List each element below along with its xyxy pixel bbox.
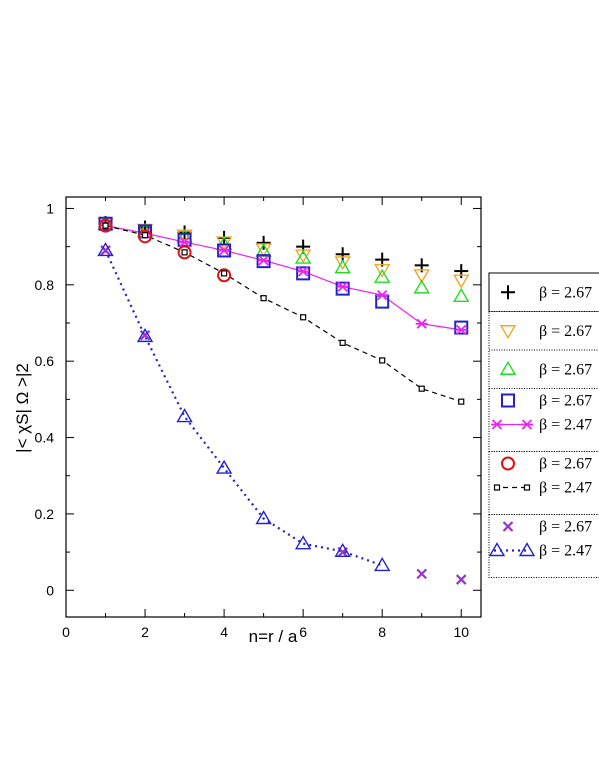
x-tick-label: 4 [220, 624, 228, 640]
data-point-s5 [138, 229, 153, 244]
data-point-s7 [100, 245, 111, 256]
plot-layer: 0 2 4 6 8 10 0 0.2 0.4 0.6 0.8 1 [35, 196, 482, 640]
data-point-s2 [294, 249, 312, 264]
legend-box [488, 388, 599, 452]
x-tick-label: 10 [453, 624, 469, 640]
legend-marker-4 [521, 419, 533, 430]
data-point-s5 [98, 218, 113, 233]
data-point-s2 [413, 279, 430, 294]
x-tick-label: 6 [299, 624, 307, 640]
legend-marker-5 [501, 456, 515, 471]
data-point-s4 [336, 281, 349, 292]
x-axis-label: n=r / a [249, 627, 298, 646]
y-tick-label: 0.6 [35, 353, 55, 369]
plot-frame [65, 196, 482, 618]
legend-marker-4 [491, 419, 503, 430]
legend-label: β = 2.47 [539, 543, 592, 560]
data-point-s0 [454, 264, 469, 279]
legend-marker-3 [501, 393, 515, 408]
data-point-s1 [453, 274, 470, 289]
data-point-s3 [335, 281, 350, 296]
data-point-s6 [260, 295, 267, 302]
legend-label: β = 2.67 [539, 361, 592, 378]
data-point-s8 [294, 535, 312, 550]
legend-label: β = 2.47 [539, 417, 592, 434]
data-point-s8 [215, 459, 233, 474]
data-point-s4 [178, 236, 191, 248]
data-point-s8 [176, 408, 193, 423]
data-point-s5 [177, 245, 192, 260]
data-point-s0 [177, 225, 192, 240]
series-line-4 [105, 225, 462, 331]
data-point-s3 [296, 266, 311, 281]
y-tick-label: 0.2 [35, 506, 55, 522]
x-tick-label: 2 [141, 624, 149, 640]
data-point-s6 [141, 232, 149, 239]
data-point-s6 [458, 398, 465, 405]
data-point-s7 [139, 329, 151, 341]
data-point-s1 [413, 269, 430, 284]
y-tick-label: 0 [46, 582, 54, 598]
series-line-8 [104, 249, 383, 567]
data-point-s8 [255, 510, 272, 525]
legend-marker-8 [488, 542, 506, 557]
data-point-s8 [373, 557, 391, 572]
y-tick-label: 0.8 [35, 277, 55, 293]
data-point-s3 [454, 320, 469, 335]
data-point-s0 [335, 247, 350, 262]
data-point-s6 [220, 270, 228, 277]
y-tick-label: 1 [46, 200, 54, 216]
legend-label: β = 2.67 [539, 456, 592, 473]
data-point-s2 [373, 268, 391, 283]
legend-label: β = 2.47 [539, 480, 592, 497]
legend: β = 2.67 β = 2.67 β = 2.67 β = 2.67 β = 2.47… [488, 272, 599, 578]
data-point-s6 [339, 339, 346, 346]
data-point-s4 [297, 266, 310, 277]
data-point-s3 [375, 294, 390, 309]
legend-label: β = 2.67 [539, 284, 592, 301]
data-point-s2 [334, 259, 351, 274]
data-point-s6 [418, 385, 425, 392]
y-tick-label: 0.4 [35, 430, 55, 446]
legend-label: β = 2.67 [539, 323, 592, 340]
data-point-s6 [379, 357, 386, 364]
data-point-s5 [217, 268, 232, 283]
data-point-s6 [102, 222, 109, 229]
legend-marker-0 [501, 285, 515, 300]
legend-marker-6 [493, 484, 501, 491]
data-point-s1 [334, 256, 351, 271]
legend-box [488, 311, 599, 351]
legend-box [488, 349, 599, 389]
data-point-s8 [334, 542, 351, 558]
data-point-s0 [256, 235, 271, 250]
data-point-s8 [97, 242, 114, 257]
data-point-s4 [218, 245, 231, 256]
legend-label: β = 2.67 [539, 393, 592, 410]
data-point-s8 [136, 327, 154, 343]
data-point-s6 [181, 249, 188, 256]
x-tick-label: 8 [378, 624, 386, 640]
legend-box [488, 451, 599, 515]
legend-marker-2 [499, 360, 517, 375]
legend-marker-7 [502, 521, 514, 532]
series-line-6 [105, 225, 462, 403]
x-tick-label: 0 [62, 624, 70, 640]
data-point-s4 [455, 324, 468, 336]
legend-marker-1 [499, 325, 517, 340]
data-point-s4 [415, 318, 428, 329]
legend-marker-8 [518, 542, 536, 557]
data-point-s1 [373, 263, 391, 278]
data-point-s6 [300, 314, 307, 321]
data-point-s7 [455, 574, 467, 585]
legend-marker-6 [523, 484, 531, 491]
data-point-s4 [257, 255, 270, 266]
data-point-s4 [376, 289, 389, 301]
data-point-s2 [453, 287, 470, 302]
data-point-s7 [416, 568, 427, 580]
data-point-s2 [255, 242, 272, 257]
y-axis-label: |< χS| Ω >|2 [13, 363, 32, 453]
legend-label: β = 2.67 [539, 519, 592, 536]
